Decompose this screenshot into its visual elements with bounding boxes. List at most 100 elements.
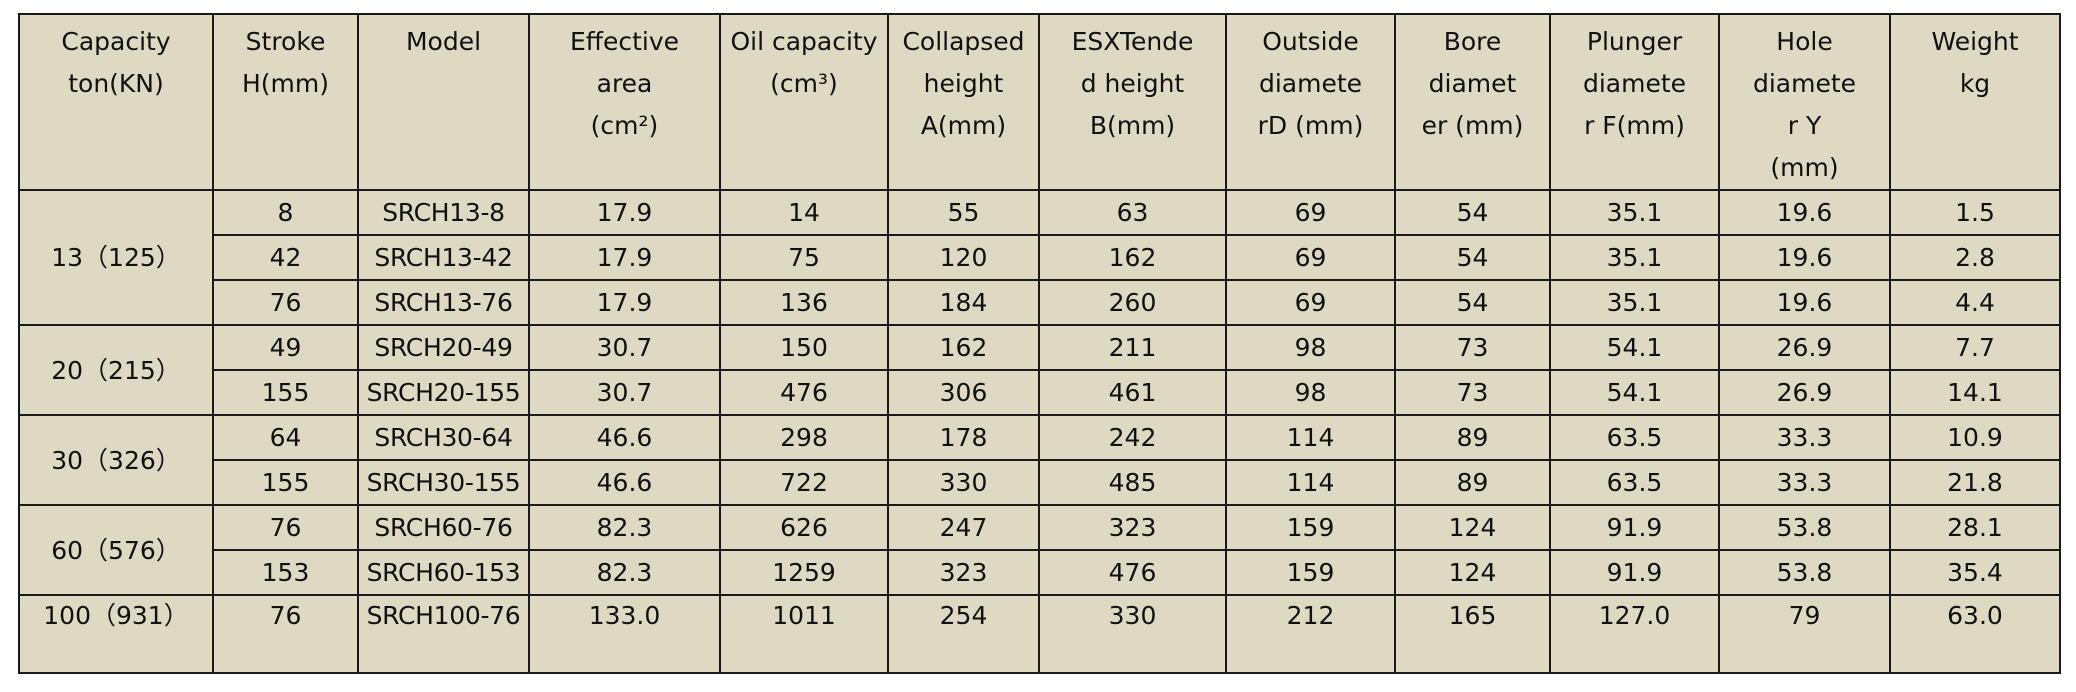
header-text: diamete: [1752, 69, 1857, 98]
data-row: 13（125） 8 SRCH13-8 17.9 14 55 63 69 54 35.1 19.6 1.…: [18, 189, 2061, 326]
value-cell: 55: [887, 189, 1040, 236]
capacity-cell: 60（576）: [18, 504, 214, 596]
value-cell: 485: [1038, 459, 1227, 506]
header-text: r F(mm): [1584, 111, 1685, 140]
value-cell: 98: [1225, 369, 1396, 416]
header-cell: Model: [357, 13, 530, 191]
value-cell: 722: [719, 459, 889, 506]
value-cell: 30.7: [528, 324, 721, 371]
value-cell: 2.8: [1889, 234, 2061, 281]
model-cell: SRCH13-76: [357, 279, 530, 326]
capacity-cell: 13（125）: [18, 189, 214, 326]
header-text: diamet: [1428, 69, 1517, 98]
header-text: er (mm): [1421, 111, 1524, 140]
header-text: Bore: [1443, 27, 1502, 56]
value-cell: 28.1: [1889, 504, 2061, 551]
value-cell: 73: [1394, 369, 1551, 416]
value-cell: 89: [1394, 414, 1551, 461]
value-cell: 79: [1718, 594, 1891, 674]
data-row: 20（215） 49 SRCH20-49 30.7 150 162 211 98 73 54.1 2…: [18, 324, 2061, 416]
value-cell: 26.9: [1718, 324, 1891, 371]
value-cell: 19.6: [1718, 234, 1891, 281]
value-cell: 91.9: [1549, 504, 1720, 551]
value-cell: 69: [1225, 189, 1396, 236]
model-cell: SRCH20-49: [357, 324, 530, 371]
value-cell: 76: [212, 279, 359, 326]
value-cell: 82.3: [528, 549, 721, 596]
value-cell: 49: [212, 324, 359, 371]
value-cell: 150: [719, 324, 889, 371]
value-cell: 1259: [719, 549, 889, 596]
value-cell: 17.9: [528, 234, 721, 281]
value-cell: 35.1: [1549, 189, 1720, 236]
value-cell: 211: [1038, 324, 1227, 371]
header-cell: Plunger diamete r F(mm): [1549, 13, 1720, 191]
capacity-cell: 100（931）: [18, 594, 214, 674]
value-cell: 114: [1225, 459, 1396, 506]
header-text: rD (mm): [1257, 111, 1364, 140]
value-cell: 54.1: [1549, 369, 1720, 416]
value-cell: 98: [1225, 324, 1396, 371]
value-cell: 54: [1394, 234, 1551, 281]
data-row: 76 SRCH13-76 17.9 136 184 260 69 54 35.1 19.6 4.4: [19, 279, 2061, 326]
value-cell: 35.1: [1549, 234, 1720, 281]
model-cell: SRCH60-153: [357, 549, 530, 596]
value-cell: 19.6: [1718, 189, 1891, 236]
value-cell: 53.8: [1718, 504, 1891, 551]
value-cell: 1.5: [1889, 189, 2061, 236]
header-text: Outside: [1262, 27, 1359, 56]
value-cell: 1011: [719, 594, 889, 674]
value-cell: 184: [887, 279, 1040, 326]
value-cell: 260: [1038, 279, 1227, 326]
value-cell: 76: [212, 594, 359, 674]
value-cell: 54: [1394, 189, 1551, 236]
header-text: ESXTende: [1071, 27, 1194, 56]
value-cell: 30.7: [528, 369, 721, 416]
value-cell: 247: [887, 504, 1040, 551]
header-cell: Stroke H(mm): [212, 13, 359, 191]
data-row: 155 SRCH20-155 30.7 476 306 461 98 73 54.1 26.9 14…: [19, 369, 2061, 416]
value-cell: 35.4: [1889, 549, 2061, 596]
capacity-cell: 30（326）: [18, 414, 214, 506]
value-cell: 124: [1394, 549, 1551, 596]
header-cell: Oil capacity (cm³): [719, 13, 889, 191]
header-text: H(mm): [241, 69, 329, 98]
value-cell: 323: [887, 549, 1040, 596]
model-cell: SRCH30-64: [357, 414, 530, 461]
value-cell: 75: [719, 234, 889, 281]
value-cell: 63: [1038, 189, 1227, 236]
header-text: (cm²): [590, 111, 659, 140]
value-cell: 165: [1394, 594, 1551, 674]
value-cell: 69: [1225, 279, 1396, 326]
header-text: kg: [1959, 69, 1991, 98]
header-text: Hole: [1776, 27, 1833, 56]
header-cell: ESXTende d height B(mm): [1038, 13, 1227, 191]
value-cell: 298: [719, 414, 889, 461]
header-text: A(mm): [920, 111, 1007, 140]
value-cell: 64: [212, 414, 359, 461]
header-text: (cm³): [770, 69, 838, 98]
value-cell: 159: [1225, 504, 1396, 551]
value-cell: 14: [719, 189, 889, 236]
spec-sheet: Capacity ton(KN) Stroke H(mm) Model Effective…: [18, 13, 2061, 674]
value-cell: 91.9: [1549, 549, 1720, 596]
model-cell: SRCH30-155: [357, 459, 530, 506]
model-cell: SRCH13-42: [357, 234, 530, 281]
value-cell: 54.1: [1549, 324, 1720, 371]
value-cell: 33.3: [1718, 414, 1891, 461]
data-row: 60（576） 76 SRCH60-76 82.3 626 247 323 159 124 91.…: [18, 504, 2061, 596]
value-cell: 14.1: [1889, 369, 2061, 416]
value-cell: 63.5: [1549, 414, 1720, 461]
value-cell: 63.5: [1549, 459, 1720, 506]
value-cell: 46.6: [528, 414, 721, 461]
value-cell: 212: [1225, 594, 1396, 674]
header-text: B(mm): [1089, 111, 1176, 140]
value-cell: 155: [212, 459, 359, 506]
header-text: d height: [1080, 69, 1185, 98]
value-cell: 10.9: [1889, 414, 2061, 461]
value-cell: 133.0: [528, 594, 721, 674]
header-cell: Outside diamete rD (mm): [1225, 13, 1396, 191]
header-text: r Y: [1787, 111, 1822, 140]
header-text: Capacity: [61, 27, 171, 56]
value-cell: 306: [887, 369, 1040, 416]
